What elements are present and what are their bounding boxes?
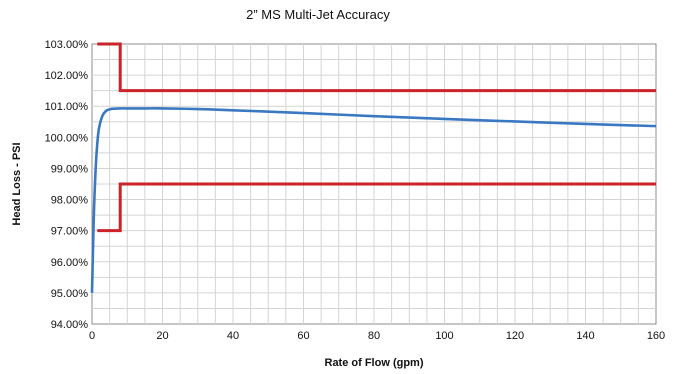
x-tick-label: 80 [368, 330, 380, 342]
y-tick-label: 101.00% [45, 101, 89, 113]
x-tick-label: 20 [156, 330, 168, 342]
y-tick-label: 99.00% [51, 163, 89, 175]
x-tick-label: 100 [435, 330, 453, 342]
y-tick-labels: 94.00% 95.00% 96.00% 97.00% 98.00% 99.00% 100.… [45, 39, 89, 331]
upper-limit-line [97, 42, 656, 93]
x-tick-label: 160 [647, 330, 665, 342]
x-tick-label: 140 [576, 330, 594, 342]
y-tick-label: 102.00% [45, 70, 89, 82]
x-tick-label: 0 [89, 330, 95, 342]
x-tick-labels: 0 20 40 60 80 100 120 140 160 [89, 330, 665, 342]
series-lines [90, 42, 657, 293]
y-axis-label: Head Loss - PSI [11, 142, 23, 225]
y-tick-label: 96.00% [51, 257, 89, 269]
x-tick-label: 60 [297, 330, 309, 342]
y-tick-label: 98.00% [51, 195, 89, 207]
y-tick-label: 97.00% [51, 226, 89, 238]
y-tick-label: 103.00% [45, 39, 89, 51]
y-tick-label: 95.00% [51, 288, 89, 300]
y-tick-label: 94.00% [51, 319, 89, 331]
x-tick-label: 120 [506, 330, 524, 342]
y-tick-label: 100.00% [45, 132, 89, 144]
chart-title: 2” MS Multi-Jet Accuracy [246, 7, 390, 22]
x-tick-label: 40 [227, 330, 239, 342]
lower-limit-line [97, 182, 656, 233]
x-axis-label: Rate of Flow (gpm) [325, 357, 424, 369]
accuracy-curve [90, 107, 657, 293]
